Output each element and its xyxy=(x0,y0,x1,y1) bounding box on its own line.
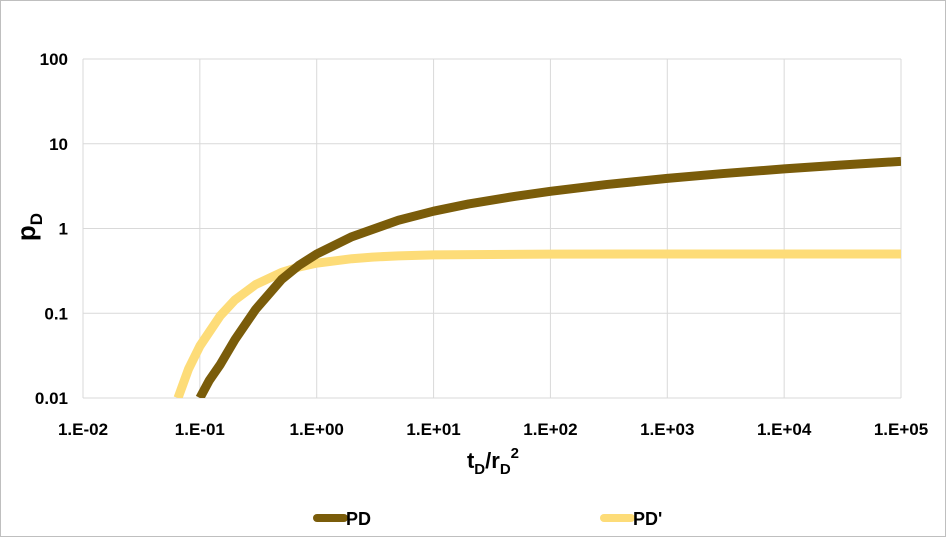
legend-label-pd-prime: PD' xyxy=(633,509,662,529)
y-tick-label: 1 xyxy=(59,220,68,239)
legend-label-pd: PD xyxy=(346,509,371,529)
y-tick-label: 0.01 xyxy=(35,389,68,408)
y-tick-label: 10 xyxy=(49,135,68,154)
x-tick-label: 1.E-01 xyxy=(175,420,225,439)
y-axis-title: pD xyxy=(11,213,46,241)
legend: PD PD' xyxy=(313,509,662,529)
x-tick-label: 1.E+01 xyxy=(406,420,460,439)
x-tick-label: 1.E+02 xyxy=(523,420,577,439)
x-tick-label: 1.E+00 xyxy=(290,420,344,439)
x-axis-title-sub1: D xyxy=(474,461,485,478)
gridlines xyxy=(82,58,902,399)
y-tick-labels: 0.01 0.1 1 10 100 xyxy=(35,50,68,408)
x-axis-title-sub2: D xyxy=(500,461,511,478)
x-tick-label: 1.E+04 xyxy=(757,420,812,439)
series-lines xyxy=(173,156,901,398)
y-axis-title-main: p xyxy=(11,225,41,241)
x-tick-labels: 1.E-02 1.E-01 1.E+00 1.E+01 1.E+02 1.E+03 1.E+… xyxy=(58,420,928,439)
y-tick-label: 0.1 xyxy=(44,304,68,323)
x-axis-title-sup: 2 xyxy=(511,445,519,462)
series-line-pd xyxy=(195,156,901,398)
x-axis-title: tD/rD2 xyxy=(467,445,519,478)
series-line-pd-prime xyxy=(173,249,901,398)
x-axis-title-slash: /r xyxy=(485,448,500,473)
x-tick-label: 1.E-02 xyxy=(58,420,108,439)
y-axis-title-sub: D xyxy=(27,213,46,225)
x-tick-label: 1.E+03 xyxy=(640,420,694,439)
y-tick-label: 100 xyxy=(40,50,68,69)
x-axis-title-main: t xyxy=(467,448,475,473)
x-tick-label: 1.E+05 xyxy=(874,420,928,439)
